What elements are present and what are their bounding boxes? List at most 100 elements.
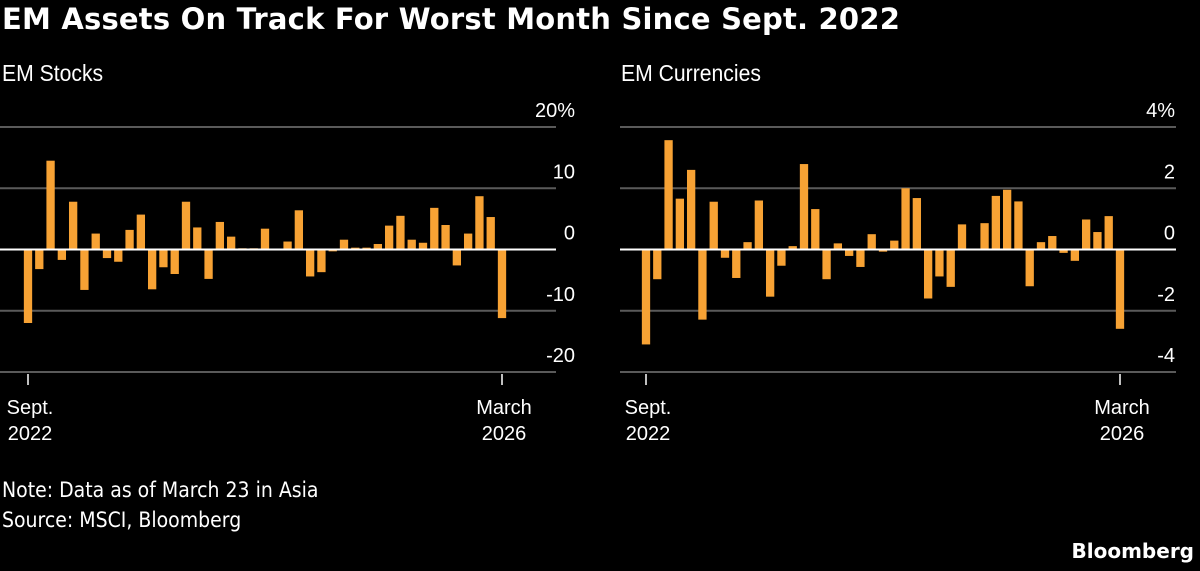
bar bbox=[811, 209, 820, 250]
bar bbox=[720, 249, 730, 258]
bar bbox=[170, 249, 179, 274]
bar bbox=[675, 198, 685, 250]
bar bbox=[788, 246, 797, 250]
bar bbox=[193, 227, 202, 250]
bar bbox=[878, 249, 888, 252]
bar bbox=[396, 215, 405, 250]
bar bbox=[305, 249, 315, 277]
x-tick-label: 2026 bbox=[1100, 423, 1145, 445]
bar bbox=[373, 243, 383, 250]
bar bbox=[294, 210, 304, 250]
bar bbox=[890, 240, 899, 250]
bar bbox=[159, 249, 168, 268]
y-tick-label: 10 bbox=[553, 161, 575, 183]
bar bbox=[80, 249, 89, 290]
bar bbox=[68, 201, 78, 250]
x-tick-label: March bbox=[1094, 397, 1150, 419]
panel-title-currencies: EM Currencies bbox=[621, 60, 761, 86]
bar bbox=[1115, 249, 1125, 329]
bar bbox=[35, 249, 44, 270]
bar bbox=[1048, 236, 1057, 250]
bloomberg-logo: Bloomberg bbox=[1071, 539, 1194, 563]
bar bbox=[23, 249, 33, 323]
bar bbox=[765, 249, 775, 297]
y-tick-label: -10 bbox=[546, 284, 575, 306]
y-tick-label: -2 bbox=[1157, 284, 1175, 306]
y-tick-label: 2 bbox=[1164, 161, 1175, 183]
bar bbox=[215, 221, 225, 250]
bar bbox=[957, 224, 967, 250]
bar bbox=[856, 249, 865, 267]
x-tick-label: 2022 bbox=[8, 423, 53, 445]
y-tick-label: 20% bbox=[535, 100, 575, 122]
bar bbox=[641, 249, 651, 345]
bar bbox=[418, 242, 428, 250]
bar bbox=[912, 198, 922, 250]
bar bbox=[664, 140, 673, 250]
bar bbox=[283, 241, 292, 250]
bar bbox=[1070, 249, 1080, 261]
bar bbox=[1036, 242, 1046, 250]
bar bbox=[114, 249, 123, 262]
bar bbox=[181, 201, 191, 250]
bar bbox=[125, 229, 134, 250]
bar bbox=[923, 249, 933, 299]
y-tick-label: 0 bbox=[564, 223, 575, 245]
bar bbox=[452, 249, 462, 266]
bar bbox=[1002, 189, 1012, 250]
bar bbox=[844, 249, 854, 256]
bar bbox=[463, 233, 473, 250]
bar bbox=[1093, 232, 1102, 250]
y-tick-label: 4% bbox=[1146, 100, 1175, 122]
bar bbox=[204, 249, 213, 279]
bar bbox=[57, 249, 67, 260]
bar bbox=[339, 239, 349, 250]
x-tick-label: Sept. bbox=[625, 397, 672, 419]
bar bbox=[226, 236, 236, 250]
bar bbox=[653, 249, 662, 280]
x-tick-label: Sept. bbox=[7, 397, 54, 419]
bar bbox=[1025, 249, 1034, 287]
bar bbox=[709, 201, 718, 250]
bar bbox=[430, 207, 439, 250]
bar bbox=[147, 249, 157, 290]
y-tick-label: -20 bbox=[546, 345, 575, 367]
bar bbox=[822, 249, 831, 280]
bar bbox=[486, 217, 495, 250]
bar bbox=[384, 225, 394, 250]
y-tick-label: 0 bbox=[1164, 223, 1175, 245]
bar bbox=[777, 249, 786, 266]
bar bbox=[935, 249, 944, 277]
bar bbox=[441, 225, 450, 250]
bar bbox=[946, 249, 955, 287]
bar bbox=[407, 239, 416, 250]
bar bbox=[1081, 219, 1091, 250]
bar bbox=[260, 228, 270, 250]
bar bbox=[991, 195, 1001, 250]
bar bbox=[46, 160, 55, 250]
bar bbox=[1059, 249, 1068, 253]
bar bbox=[833, 243, 843, 250]
bar bbox=[901, 188, 910, 250]
bar bbox=[102, 249, 112, 259]
bar bbox=[867, 234, 876, 250]
source-text: Source: MSCI, Bloomberg bbox=[2, 508, 242, 532]
bar bbox=[1104, 216, 1113, 250]
x-tick-label: 2022 bbox=[626, 423, 671, 445]
note-text: Note: Data as of March 23 in Asia bbox=[2, 478, 319, 502]
bar bbox=[754, 200, 764, 250]
bar bbox=[980, 223, 989, 250]
x-tick-label: 2026 bbox=[482, 423, 527, 445]
x-tick-label: March bbox=[476, 397, 532, 419]
bar bbox=[136, 214, 146, 250]
bar bbox=[317, 249, 326, 273]
bar bbox=[799, 164, 809, 250]
bar bbox=[698, 249, 707, 320]
bar bbox=[91, 233, 100, 250]
bar bbox=[1014, 201, 1023, 250]
bar bbox=[732, 249, 741, 278]
y-tick-label: -4 bbox=[1157, 345, 1175, 367]
bar bbox=[475, 196, 484, 250]
bar bbox=[686, 169, 696, 250]
